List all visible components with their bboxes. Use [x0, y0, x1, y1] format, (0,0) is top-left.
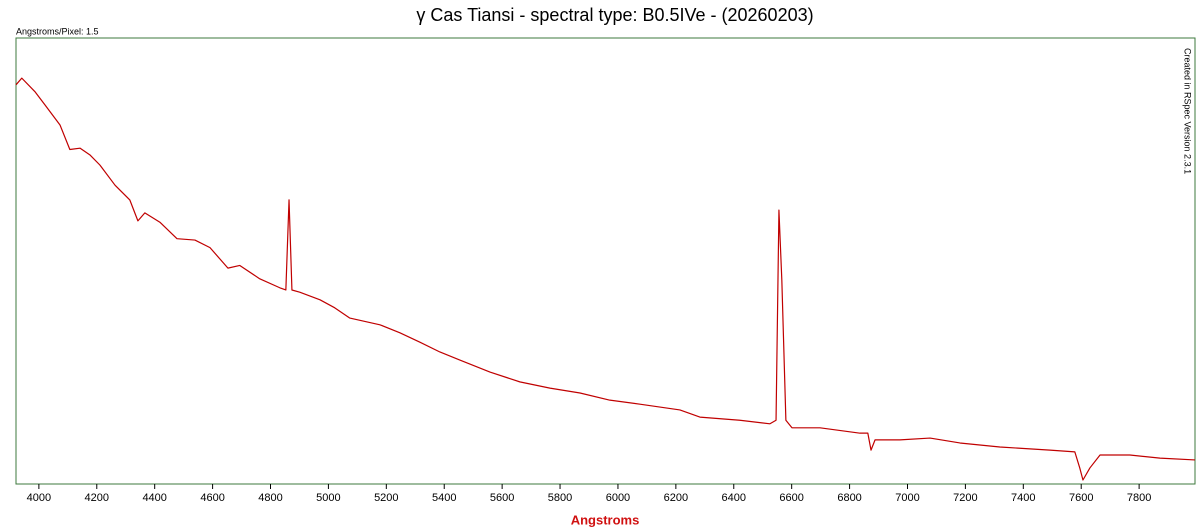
x-tick-label: 7000: [895, 492, 919, 504]
x-tick-label: 7600: [1069, 492, 1093, 504]
plot-frame: [15, 37, 1196, 485]
x-tick-label: 6000: [606, 492, 630, 504]
x-tick-label: 4000: [27, 492, 51, 504]
x-axis-label: Angstroms: [571, 512, 640, 527]
chart-title: γ Cas Tiansi - spectral type: B0.5IVe - …: [416, 5, 813, 25]
x-tick-label: 4200: [85, 492, 109, 504]
x-tick-label: 7400: [1011, 492, 1035, 504]
annotation: Created in RSpec Version 2.3.1: [1183, 48, 1193, 174]
x-tick-label: 4800: [258, 492, 282, 504]
x-tick-label: 6200: [664, 492, 688, 504]
subtitle: Angstroms/Pixel: 1.5: [16, 26, 99, 36]
x-tick-label: 7200: [953, 492, 977, 504]
x-tick-label: 4600: [200, 492, 224, 504]
x-tick-label: 5000: [316, 492, 340, 504]
x-tick-label: 5600: [490, 492, 514, 504]
x-tick-label: 6800: [837, 492, 861, 504]
x-tick-label: 6600: [779, 492, 803, 504]
spectrum-line: [15, 77, 1196, 481]
x-tick-label: 6400: [722, 492, 746, 504]
x-tick-label: 5200: [374, 492, 398, 504]
x-tick-label: 7800: [1127, 492, 1151, 504]
x-tick-label: 5400: [432, 492, 456, 504]
x-tick-label: 5800: [548, 492, 572, 504]
x-tick-label: 4400: [142, 492, 166, 504]
